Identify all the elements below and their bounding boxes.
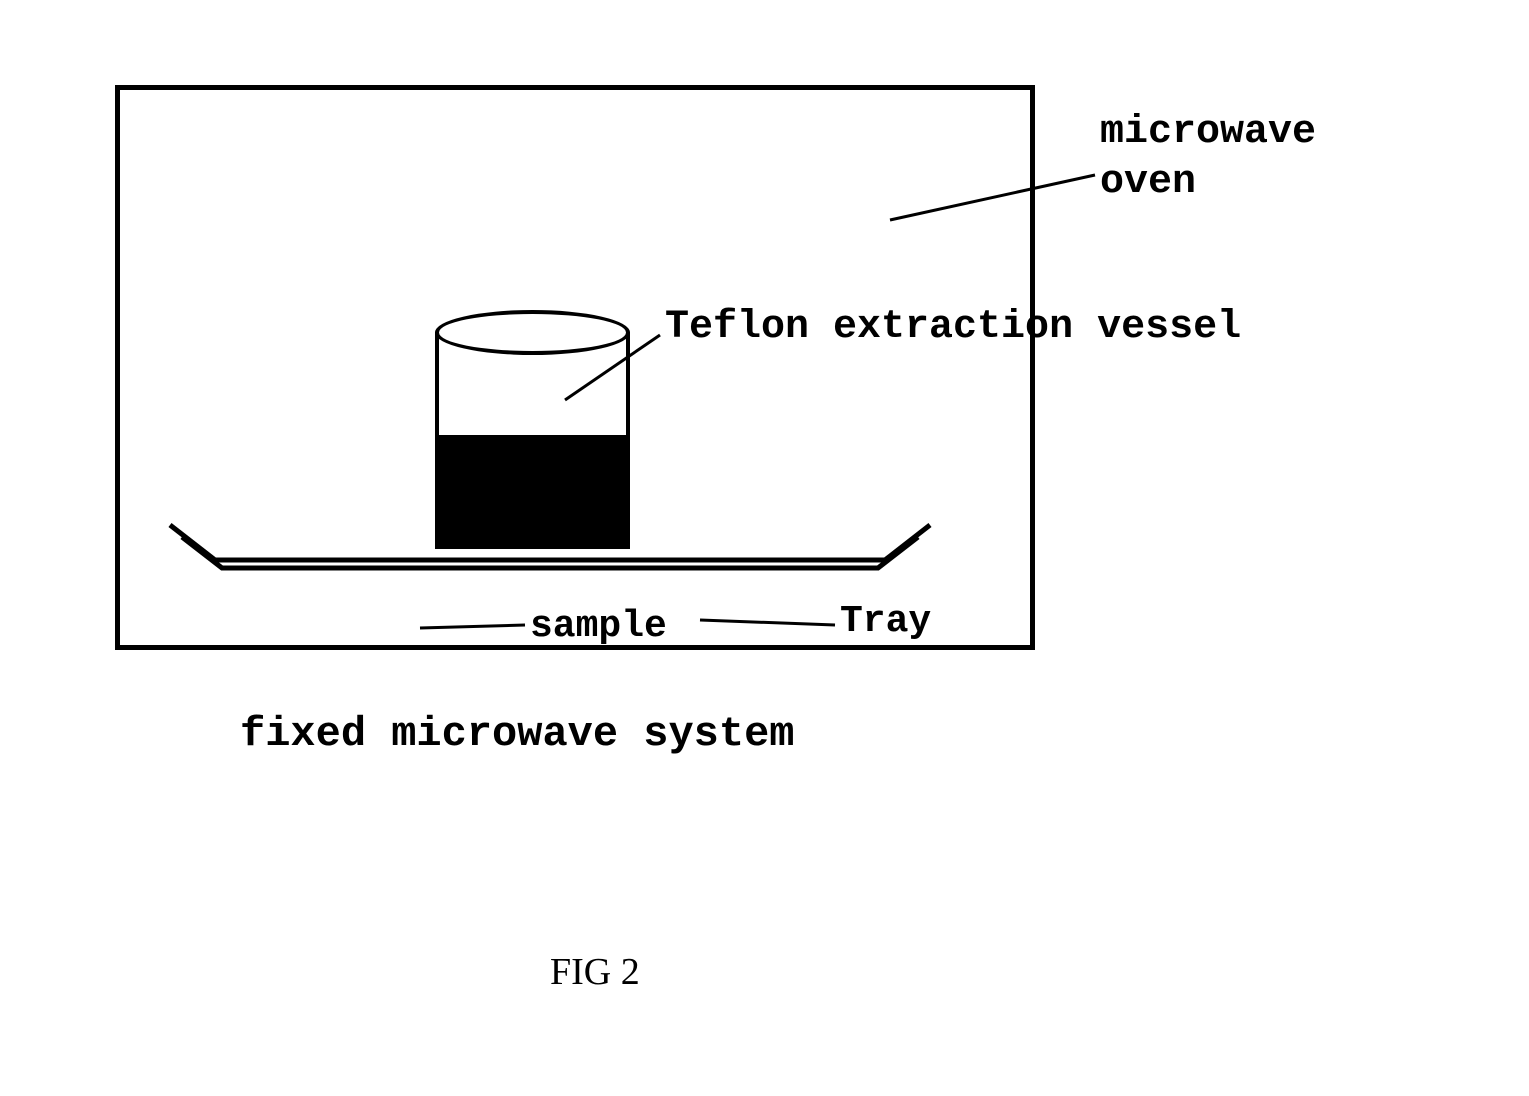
- label-microwave-oven: microwave oven: [1100, 108, 1316, 208]
- vessel-bottom-edge: [435, 545, 630, 549]
- sample-region: [439, 435, 626, 548]
- vessel-top-ellipse: [435, 310, 630, 355]
- label-teflon-vessel: Teflon extraction vessel: [665, 305, 1241, 350]
- label-sample: sample: [530, 605, 667, 648]
- figure-label: FIG 2: [550, 950, 640, 994]
- diagram-container: microwave oven Teflon extraction vessel …: [60, 80, 1480, 980]
- diagram-title: fixed microwave system: [240, 710, 795, 758]
- label-microwave-oven-line2: oven: [1100, 160, 1196, 205]
- label-microwave-oven-line1: microwave: [1100, 110, 1316, 155]
- label-tray: Tray: [840, 600, 931, 643]
